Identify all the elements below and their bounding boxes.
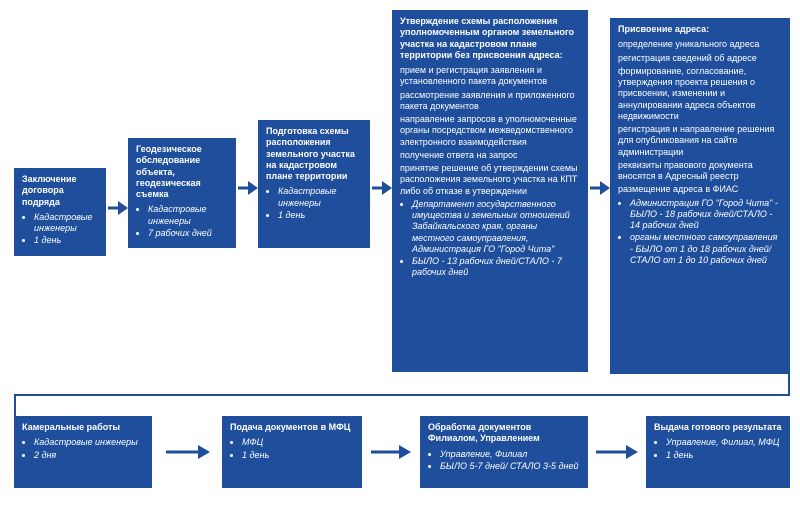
node-title: Камеральные работы	[22, 422, 144, 433]
arrow-right-icon	[371, 442, 411, 462]
node-title: Заключение договора подряда	[22, 174, 98, 208]
node-bullet: Администрация ГО "Город Чита" - БЫЛО - 1…	[630, 198, 782, 232]
node-subtext: формирование, согласование, утверждения …	[618, 66, 782, 122]
node-title: Выдача готового результата	[654, 422, 782, 433]
node-mfc-submit: Подача документов в МФЦ МФЦ 1 день	[222, 416, 362, 488]
node-title: Обработка документов Филиалом, Управлени…	[428, 422, 580, 445]
node-subtext: реквизиты правового документа вносятся в…	[618, 160, 782, 183]
node-bullet: 7 рабочих дней	[148, 228, 228, 239]
node-bullet: БЫЛО - 13 рабочих дней/СТАЛО - 7 рабочих…	[412, 256, 580, 279]
node-branch-process: Обработка документов Филиалом, Управлени…	[420, 416, 588, 488]
arrow-right-icon	[590, 178, 610, 198]
arrow-right-icon	[596, 442, 638, 462]
node-bullet: БЫЛО 5-7 дней/ СТАЛО 3-5 дней	[440, 461, 580, 472]
node-title: Присвоение адреса:	[618, 24, 782, 35]
node-bullet: Управление, Филиал	[440, 449, 580, 460]
node-bullet: Департамент государственного имущества и…	[412, 199, 580, 255]
node-title: Подача документов в МФЦ	[230, 422, 354, 433]
node-subtext: регистрация и направление решения для оп…	[618, 124, 782, 158]
node-subtext: прием и регистрация заявления и установл…	[400, 65, 580, 88]
connector-line	[788, 374, 790, 396]
node-bullet: МФЦ	[242, 437, 354, 448]
node-bullet: Кадастровые инженеры	[148, 204, 228, 227]
node-bullets: Управление, ФилиалБЫЛО 5-7 дней/ СТАЛО 3…	[428, 449, 580, 473]
node-desk-work: Камеральные работы Кадастровые инженеры 2 …	[14, 416, 152, 488]
node-bullets: Кадастровые инженеры 2 дня	[22, 437, 144, 461]
node-scheme-approval: Утверждение схемы расположения уполномоч…	[392, 10, 588, 372]
node-bullet: Кадастровые инженеры	[34, 212, 98, 235]
node-bullet: 1 день	[242, 450, 354, 461]
connector-line	[14, 394, 16, 416]
node-bullets: Кадастровые инженеры1 день	[266, 186, 362, 221]
node-subtext: регистрация сведений об адресе	[618, 53, 782, 64]
node-title: Геодезическое обследование объекта, геод…	[136, 144, 228, 200]
node-bullets: МФЦ 1 день	[230, 437, 354, 461]
node-result-issue: Выдача готового результата Управление, Фи…	[646, 416, 790, 488]
node-bullet: 1 день	[666, 450, 782, 461]
arrow-right-icon	[238, 178, 258, 198]
node-bullet: 2 дня	[34, 450, 144, 461]
node-title: Подготовка схемы расположения земельного…	[266, 126, 362, 182]
node-bullet: Управление, Филиал, МФЦ	[666, 437, 782, 448]
node-scheme-prep: Подготовка схемы расположения земельного…	[258, 120, 370, 248]
connector-line	[14, 394, 790, 396]
arrow-right-icon	[108, 198, 128, 218]
node-contract: Заключение договора подряда Кадастровые и…	[14, 168, 106, 256]
node-bullet: Кадастровые инженеры	[278, 186, 362, 209]
node-title: Утверждение схемы расположения уполномоч…	[400, 16, 580, 61]
node-subtext: определение уникального адреса	[618, 39, 782, 50]
arrow-right-icon	[166, 442, 210, 462]
node-bullets: Администрация ГО "Город Чита" - БЫЛО - 1…	[618, 198, 782, 267]
node-bullet: 1 день	[34, 235, 98, 246]
node-subtext: принятие решение об утверждении схемы ра…	[400, 163, 580, 197]
node-bullets: Управление, Филиал, МФЦ 1 день	[654, 437, 782, 461]
node-bullet: органы местного самоуправления - БЫЛО от…	[630, 232, 782, 266]
node-subtext: размещение адреса в ФИАС	[618, 184, 782, 195]
node-address-assign: Присвоение адреса: определение уникальног…	[610, 18, 790, 374]
node-bullet: Кадастровые инженеры	[34, 437, 144, 448]
node-subtext: рассмотрение заявления и приложенного па…	[400, 90, 580, 113]
node-bullets: Кадастровые инженеры1 день	[22, 212, 98, 247]
node-bullets: Кадастровые инженеры7 рабочих дней	[136, 204, 228, 239]
arrow-right-icon	[372, 178, 392, 198]
node-bullet: 1 день	[278, 210, 362, 221]
node-subtext: направление запросов в уполномоченные ор…	[400, 114, 580, 148]
node-bullets: Департамент государственного имущества и…	[400, 199, 580, 279]
node-subtext: получение ответа на запрос	[400, 150, 580, 161]
node-geodetic-survey: Геодезическое обследование объекта, геод…	[128, 138, 236, 248]
